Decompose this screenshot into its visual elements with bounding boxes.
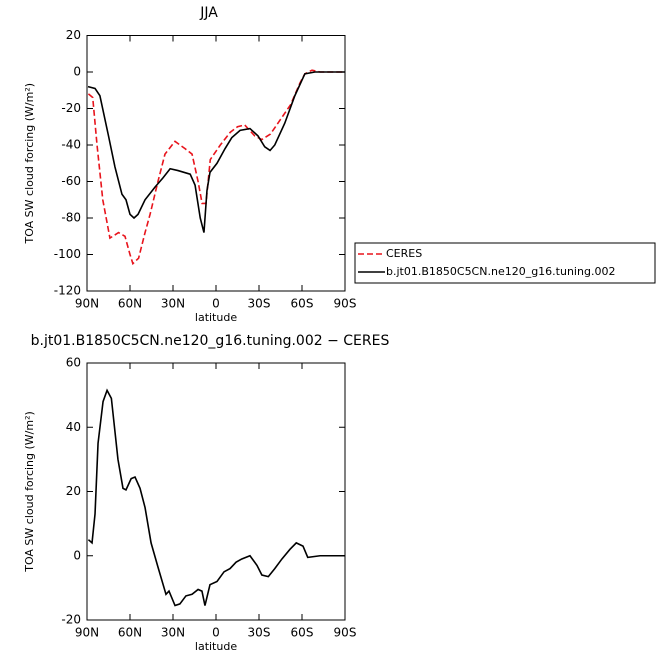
- x-tick-label: 60N: [118, 297, 142, 311]
- y-tick-label: 40: [66, 420, 81, 434]
- data-line: [87, 388, 345, 607]
- y-tick-label: 0: [73, 65, 81, 79]
- x-axis-label: latitude: [195, 640, 237, 653]
- data-line: [87, 69, 345, 266]
- x-tick-label: 60N: [118, 626, 142, 640]
- y-tick-label: 20: [66, 484, 81, 498]
- data-line: [87, 71, 345, 233]
- x-tick-label: 90S: [334, 297, 357, 311]
- x-tick-label: 30S: [248, 297, 271, 311]
- legend-box: [354, 242, 656, 284]
- y-tick-label: -60: [61, 174, 81, 188]
- x-tick-label: 60S: [291, 626, 314, 640]
- y-tick-label: -100: [54, 247, 81, 261]
- y-tick-label: 20: [66, 28, 81, 42]
- x-tick-label: 0: [212, 626, 220, 640]
- chart-title: b.jt01.B1850C5CN.ne120_g16.tuning.002 − …: [31, 333, 390, 349]
- x-tick-label: 60S: [291, 297, 314, 311]
- x-tick-label: 90N: [75, 297, 99, 311]
- legend-label: b.jt01.B1850C5CN.ne120_g16.tuning.002: [386, 265, 615, 278]
- x-tick-label: 30N: [161, 626, 185, 640]
- y-tick-label: -120: [54, 284, 81, 298]
- y-tick-label: 0: [73, 548, 81, 562]
- y-tick-label: -40: [61, 138, 81, 152]
- plot-frame: [86, 362, 346, 621]
- x-tick-label: 90N: [75, 626, 99, 640]
- chart-title: JJA: [199, 5, 218, 21]
- plot-frame: [86, 35, 346, 292]
- y-tick-label: -80: [61, 211, 81, 225]
- y-axis-label: TOA SW cloud forcing (W/m²): [23, 83, 36, 245]
- y-axis-label: TOA SW cloud forcing (W/m²): [23, 411, 36, 573]
- x-tick-label: 90S: [334, 626, 357, 640]
- x-tick-label: 0: [212, 297, 220, 311]
- x-axis-label: latitude: [195, 311, 237, 324]
- x-tick-label: 30N: [161, 297, 185, 311]
- y-tick-label: -20: [61, 101, 81, 115]
- y-tick-label: 60: [66, 356, 81, 370]
- x-tick-label: 30S: [248, 626, 271, 640]
- y-tick-label: -20: [61, 613, 81, 627]
- legend-label: CERES: [386, 247, 422, 260]
